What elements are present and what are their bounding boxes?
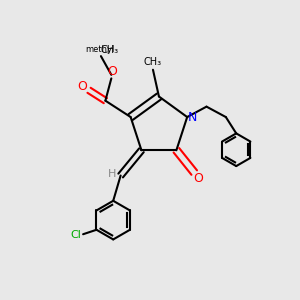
Text: N: N <box>188 110 197 124</box>
Text: O: O <box>107 65 117 78</box>
Text: H: H <box>108 169 116 179</box>
Text: CH₃: CH₃ <box>101 45 119 55</box>
Text: Cl: Cl <box>70 230 81 240</box>
Text: CH₃: CH₃ <box>144 57 162 67</box>
Text: O: O <box>193 172 203 185</box>
Text: O: O <box>78 80 87 93</box>
Text: methyl: methyl <box>85 45 115 54</box>
